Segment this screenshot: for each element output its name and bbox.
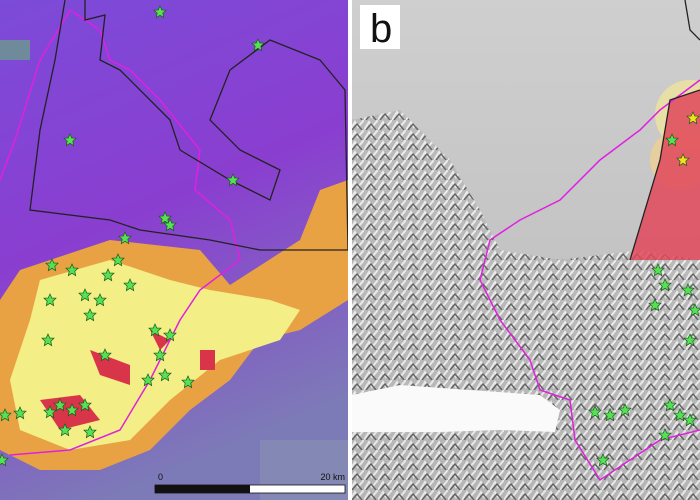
right-panel: b	[352, 0, 700, 500]
panel-label: b	[370, 7, 392, 51]
region-outline	[29, 0, 349, 251]
label-box	[360, 5, 400, 49]
hazard-cell	[0, 40, 30, 60]
boundary-line	[0, 9, 71, 181]
boundary-line	[9, 9, 241, 456]
scale-label: 0	[158, 472, 163, 482]
boundary-line	[489, 79, 700, 241]
scale-label: 20 km	[320, 472, 345, 482]
hazard-area	[630, 90, 700, 260]
left-panel: 0 20 km	[0, 0, 349, 500]
boundary-line	[479, 239, 700, 482]
scale-bar: 0 20 km	[154, 472, 346, 494]
region-outline	[629, 0, 700, 261]
lake	[352, 385, 560, 432]
